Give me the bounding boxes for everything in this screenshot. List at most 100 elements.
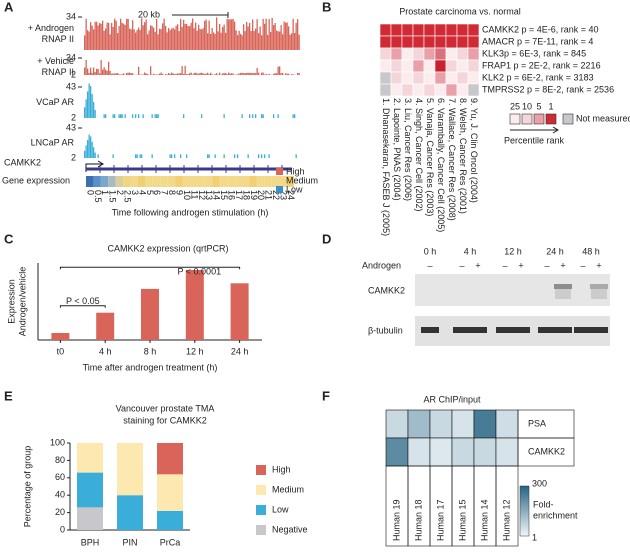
chart-title: CAMKK2 expression (qrtPCR): [107, 243, 228, 253]
annotation: P < 0.05: [66, 296, 100, 306]
signal: [255, 73, 256, 75]
signal: [170, 154, 171, 158]
row-label: β-tubulin: [368, 325, 403, 335]
legend-label: Low: [272, 504, 289, 514]
signal: [288, 26, 289, 50]
signal: [299, 35, 300, 50]
signal: [171, 73, 172, 75]
panel-title: AR ChIP/input: [423, 394, 481, 404]
signal: [231, 73, 232, 75]
signal: [114, 19, 115, 50]
sign: –: [580, 260, 585, 270]
signal: [174, 154, 175, 158]
signal: [101, 24, 102, 50]
treatment-label: Androgen: [362, 260, 401, 270]
signal: [156, 19, 157, 50]
bar-segment: [117, 495, 143, 530]
signal: [183, 20, 184, 50]
signal: [221, 33, 222, 50]
expression-label: Gene expression: [2, 175, 70, 185]
signal: [86, 99, 87, 118]
signal: [129, 29, 130, 50]
column-label: Human 17: [435, 499, 445, 541]
y-axis-title: Expression: [6, 279, 16, 324]
signal: [137, 30, 138, 50]
legend-swatch: [276, 186, 283, 193]
x-tick-label: 4 h: [99, 346, 112, 356]
legend-label: Not measured: [576, 113, 630, 123]
heat-cell: [457, 36, 468, 48]
signal: [98, 154, 99, 158]
signal: [213, 33, 214, 50]
signal: [233, 19, 234, 50]
time-label: 24 h: [546, 246, 564, 256]
heat-cell: [402, 48, 413, 60]
heat-cell: [380, 72, 391, 84]
expression-cell: [168, 176, 175, 187]
sign: +: [475, 260, 480, 270]
track-min: 2: [71, 152, 76, 162]
colorbar-label: Fold-: [533, 499, 554, 509]
signal: [219, 73, 220, 75]
signal: [135, 114, 136, 118]
expression-cell: [108, 176, 115, 187]
signal: [95, 22, 96, 50]
signal: [87, 69, 88, 75]
signal: [246, 73, 247, 75]
signal: [153, 28, 154, 50]
signal: [200, 29, 201, 50]
signal: [132, 20, 133, 50]
signal: [279, 66, 280, 75]
signal: [180, 154, 181, 158]
signal: [233, 73, 234, 75]
signal: [291, 74, 292, 75]
bar-segment: [77, 473, 103, 508]
column-label: 3. Liu, Cancer Res (2006): [403, 98, 413, 201]
signal: [201, 114, 202, 118]
legend-level: 5: [536, 101, 541, 111]
signal: [182, 27, 183, 50]
signal: [134, 29, 135, 50]
legend-swatch: [510, 114, 520, 124]
signal: [234, 154, 235, 158]
expression-cell: [257, 176, 264, 187]
y-axis-title: Percentage of group: [22, 446, 32, 528]
column-label: 2. Lapointe, PNAS (2004): [392, 98, 402, 201]
signal: [186, 74, 187, 75]
chart-title: staining for CAMKK2: [123, 415, 207, 425]
panel-label: E: [4, 388, 13, 403]
heat-cell: [446, 24, 457, 36]
signal: [149, 30, 150, 50]
x-axis-title: Time following androgen stimulation (h): [112, 207, 269, 217]
x-tick-label: 12 h: [186, 346, 204, 356]
signal: [171, 154, 172, 158]
heat-cell: [457, 84, 468, 96]
signal: [90, 136, 91, 158]
expression-cell: [153, 176, 160, 187]
signal: [185, 66, 186, 75]
signal: [111, 23, 112, 50]
legend-level: 1: [548, 101, 553, 111]
panel-label: C: [4, 231, 14, 246]
signal: [176, 26, 177, 50]
sign: +: [518, 260, 523, 270]
signal: [86, 19, 87, 50]
signal: [249, 23, 250, 50]
signal: [87, 140, 88, 158]
signal: [117, 33, 118, 50]
signal: [225, 73, 226, 75]
heat-cell: [413, 60, 424, 72]
heat-cell: [468, 72, 479, 84]
signal: [99, 23, 100, 50]
expression-cell: [138, 176, 145, 187]
signal: [227, 74, 228, 75]
signal: [285, 73, 286, 75]
signal: [92, 73, 93, 75]
signal: [294, 114, 295, 118]
signal: [293, 74, 294, 75]
signal: [239, 31, 240, 50]
signal: [197, 31, 198, 50]
time-label: 48 h: [582, 246, 600, 256]
signal: [224, 114, 225, 118]
signal: [201, 73, 202, 75]
